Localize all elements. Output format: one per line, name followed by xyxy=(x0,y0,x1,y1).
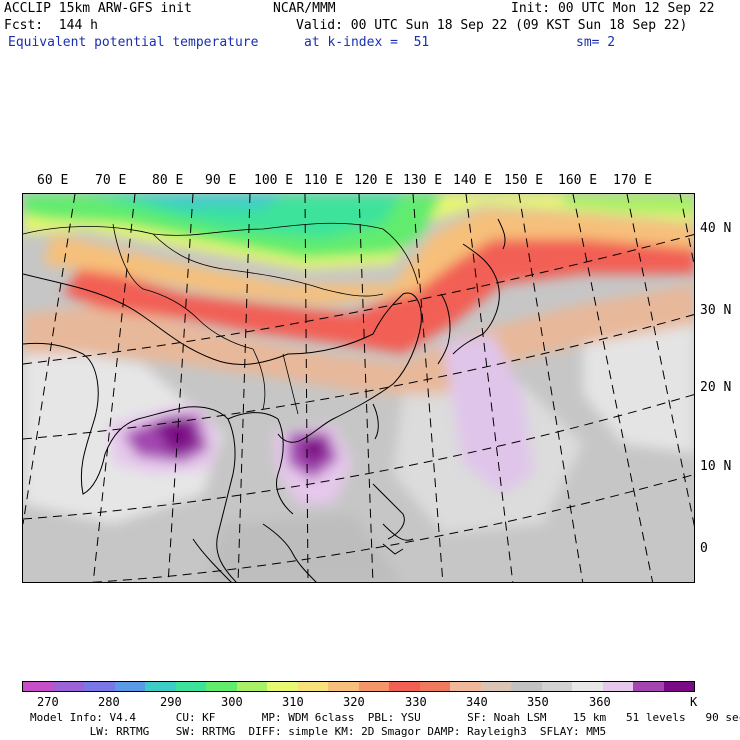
colorbar-swatch xyxy=(267,682,298,691)
colorbar-tick: 280 xyxy=(98,695,120,709)
lon-label: 60 E xyxy=(37,173,69,188)
colorbar-swatch xyxy=(480,682,511,691)
coastlines xyxy=(23,218,506,582)
colorbar-swatch xyxy=(511,682,542,691)
lat-label: 10 N xyxy=(700,459,732,474)
colorbar-tick: 310 xyxy=(282,695,304,709)
colorbar-swatch xyxy=(450,682,481,691)
colorbar-tick: 330 xyxy=(405,695,427,709)
lon-label: 90 E xyxy=(205,173,237,188)
init-time: Init: 00 UTC Mon 12 Sep 22 xyxy=(511,1,715,16)
colorbar-tick: 290 xyxy=(160,695,182,709)
model-title: ACCLIP 15km ARW-GFS init xyxy=(4,1,192,16)
theta-e-shading xyxy=(23,194,694,582)
lat-label: 20 N xyxy=(700,380,732,395)
colorbar-swatch xyxy=(419,682,450,691)
colorbar-swatch xyxy=(206,682,237,691)
colorbar-tick: 300 xyxy=(221,695,243,709)
lon-label: 130 E xyxy=(403,173,443,188)
model-info-line1: Model Info: V4.4 CU: KF MP: WDM 6class P… xyxy=(30,711,740,724)
colorbar-unit: K xyxy=(690,695,698,709)
colorbar-swatch xyxy=(84,682,115,691)
lon-label: 160 E xyxy=(558,173,598,188)
smoothing: sm= 2 xyxy=(576,35,616,50)
colorbar-swatch xyxy=(53,682,84,691)
colorbar-swatch xyxy=(541,682,572,691)
colorbar-swatch xyxy=(114,682,145,691)
colorbar-swatch xyxy=(572,682,603,691)
colorbar-swatch xyxy=(297,682,328,691)
graticule xyxy=(23,194,694,582)
colorbar-swatch xyxy=(236,682,267,691)
colorbar-swatch xyxy=(23,682,54,691)
lat-label: 0 xyxy=(700,541,708,556)
colorbar-tick: 350 xyxy=(527,695,549,709)
colorbar-swatch xyxy=(328,682,359,691)
colorbar-swatch xyxy=(389,682,420,691)
level-index: at k-index = 51 xyxy=(304,35,430,50)
colorbar-swatch xyxy=(358,682,389,691)
lon-label: 110 E xyxy=(304,173,344,188)
colorbar-tick: 320 xyxy=(343,695,365,709)
colorbar-swatch xyxy=(602,682,633,691)
lat-label: 40 N xyxy=(700,221,732,236)
lon-label: 100 E xyxy=(254,173,294,188)
lon-label: 170 E xyxy=(613,173,653,188)
org-label: NCAR/MMM xyxy=(273,1,336,16)
valid-time: Valid: 00 UTC Sun 18 Sep 22 (09 KST Sun … xyxy=(296,18,688,33)
colorbar xyxy=(22,681,695,692)
map-panel xyxy=(22,193,695,583)
colorbar-tick: 340 xyxy=(466,695,488,709)
political-borders xyxy=(23,222,419,415)
field-name: Equivalent potential temperature xyxy=(8,35,259,50)
lon-label: 150 E xyxy=(504,173,544,188)
lon-label: 80 E xyxy=(152,173,184,188)
colorbar-swatch xyxy=(145,682,176,691)
lat-label: 30 N xyxy=(700,303,732,318)
forecast-hour: Fcst: 144 h xyxy=(4,18,98,33)
model-info-line2: LW: RRTMG SW: RRTMG DIFF: simple KM: 2D … xyxy=(30,725,607,738)
colorbar-swatch xyxy=(633,682,664,691)
colorbar-tick: 360 xyxy=(589,695,611,709)
lon-label: 70 E xyxy=(95,173,127,188)
colorbar-swatch xyxy=(663,682,694,691)
colorbar-swatch xyxy=(175,682,206,691)
lon-label: 140 E xyxy=(453,173,493,188)
colorbar-tick: 270 xyxy=(37,695,59,709)
map-field xyxy=(23,194,694,582)
lon-label: 120 E xyxy=(354,173,394,188)
